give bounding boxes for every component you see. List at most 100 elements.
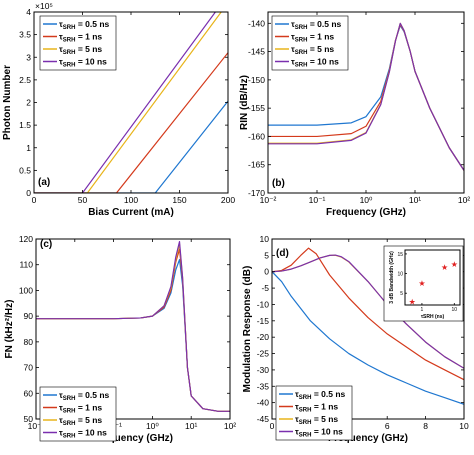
- chart-panel: 10⁻³10⁻²10⁻¹10⁰10¹10²5060708090100110120…: [4, 234, 236, 444]
- y-tick-label: 100: [19, 285, 33, 295]
- y-tick-label: 4: [26, 7, 31, 17]
- y-axis-label: FN (kHz²/Hz): [4, 300, 15, 359]
- y-tick-label: -5: [261, 283, 269, 293]
- x-axis-label: Frequency (GHz): [326, 207, 406, 218]
- x-tick-label: 8: [423, 421, 428, 431]
- y-tick-label: 0.5: [19, 165, 31, 175]
- x-tick-label: 10²: [458, 195, 470, 205]
- y-tick-label: 2: [26, 98, 31, 108]
- y-tick-label: 90: [24, 311, 34, 321]
- inset-y-tick-label: 15: [397, 252, 403, 258]
- inset-y-tick-label: 5: [400, 291, 403, 297]
- y-tick-label: -40: [257, 398, 270, 408]
- y-tick-label: 3.5: [19, 30, 31, 40]
- y-tick-label: 60: [24, 388, 34, 398]
- series-line: [36, 243, 230, 412]
- legend-entry: τSRH = 10 ns: [291, 57, 339, 69]
- y-tick-label: -10: [257, 299, 270, 309]
- x-tick-label: 100: [124, 195, 138, 205]
- x-tick-label: 10¹: [185, 421, 197, 431]
- x-tick-label: 50: [78, 195, 88, 205]
- y-tick-label: -35: [257, 381, 270, 391]
- y-axis-label: Photon Number: [2, 65, 13, 140]
- legend-entry: τSRH = 10 ns: [59, 428, 107, 440]
- chart-panel: 0 50 100 150 200 0 0.5 1 1.5 2 2.5 3 3.5 4 Bias Curren…: [2, 1, 235, 218]
- series-line: [36, 240, 230, 412]
- x-tick-label: 10⁰: [146, 421, 159, 431]
- y-tick-label: 1.5: [19, 120, 31, 130]
- inset-y-label: 3 dB Bandwidth (GHz): [389, 251, 395, 304]
- panel-label: (d): [276, 248, 289, 259]
- inset-y-tick-label: 10: [397, 272, 403, 278]
- y-tick-label: 0: [26, 188, 31, 198]
- legend-entry: τSRH = 1 ns: [59, 403, 102, 415]
- inset-frame: [404, 249, 461, 306]
- y-tick-label: -25: [257, 349, 270, 359]
- y-tick-label: 2.5: [19, 75, 31, 85]
- series-line: [34, 12, 222, 193]
- y-tick-label: 0: [264, 267, 269, 277]
- x-axis-label: Bias Current (mA): [88, 207, 174, 218]
- legend-entry: τSRH = 0.5 ns: [59, 390, 110, 402]
- legend-entry: τSRH = 0.5 ns: [291, 19, 342, 31]
- chart-panel: 10⁻² 10⁻¹ 10⁰ 10¹ 10² -170 -165 -160 -155 -150 -14…: [239, 11, 470, 218]
- y-tick-label: -15: [257, 316, 270, 326]
- chart-panel: 0246810-45-40-35-30-25-20-15-10-50510Fre…: [242, 234, 469, 444]
- series-line: [34, 52, 228, 193]
- x-tick-label: 0: [32, 195, 37, 205]
- x-tick-label: 10: [459, 421, 469, 431]
- series-line: [34, 100, 228, 193]
- y-tick-label: -45: [257, 414, 270, 424]
- y-tick-label: -160: [248, 131, 265, 141]
- y-tick-label: 120: [19, 234, 33, 244]
- y-tick-label: 3: [26, 52, 31, 62]
- inset-x-label: τSRH (ns): [421, 314, 445, 320]
- legend-entry: τSRH = 5 ns: [295, 414, 338, 426]
- y-tick-label: -145: [248, 47, 265, 57]
- y-tick-label: -30: [257, 365, 270, 375]
- y-tick-label: 10: [260, 234, 270, 244]
- x-tick-label: 10⁻³: [28, 421, 45, 431]
- series-line: [34, 12, 216, 193]
- x-tick-label: 10⁰: [360, 195, 373, 205]
- inset-x-tick-label: 1: [421, 307, 424, 313]
- inset-x-tick-label: 10: [452, 307, 458, 313]
- x-axis-label: Frequency (GHz): [328, 433, 408, 444]
- inset-point: ★: [451, 260, 458, 269]
- y-tick-label: -140: [248, 18, 265, 28]
- panel-label: (c): [40, 239, 52, 250]
- y-tick-label: 110: [19, 260, 33, 270]
- x-tick-label: 150: [172, 195, 186, 205]
- x-tick-label: 10²: [224, 421, 236, 431]
- legend-entry: τSRH = 0.5 ns: [295, 389, 346, 401]
- y-axis-label: Modulation Response (dB): [242, 266, 253, 393]
- x-tick-label: 0: [270, 421, 275, 431]
- legend-entry: τSRH = 1 ns: [59, 32, 102, 44]
- legend-entry: τSRH = 1 ns: [295, 402, 338, 414]
- inset-point: ★: [418, 279, 425, 288]
- inset-point: ★: [441, 263, 448, 272]
- x-tick-label: 10¹: [409, 195, 421, 205]
- y-tick-label: -155: [248, 103, 265, 113]
- legend-entry: τSRH = 5 ns: [291, 44, 334, 56]
- y-tick-label: 70: [24, 363, 34, 373]
- legend-entry: τSRH = 5 ns: [59, 415, 102, 427]
- legend-entry: τSRH = 10 ns: [295, 427, 343, 439]
- y-tick-label: -150: [248, 75, 265, 85]
- inset-point: ★: [409, 297, 416, 306]
- x-tick-label: 10⁻²: [260, 195, 277, 205]
- y-tick-label: 1: [26, 143, 31, 153]
- y-exponent-label: ×10⁵: [35, 1, 53, 11]
- x-tick-label: 6: [385, 421, 390, 431]
- y-axis-label: RIN (dB/Hz): [239, 75, 250, 130]
- y-tick-label: -165: [248, 160, 265, 170]
- inset-background: [383, 245, 464, 322]
- y-tick-label: 5: [264, 250, 269, 260]
- y-tick-label: 50: [24, 414, 34, 424]
- legend-entry: τSRH = 5 ns: [59, 44, 102, 56]
